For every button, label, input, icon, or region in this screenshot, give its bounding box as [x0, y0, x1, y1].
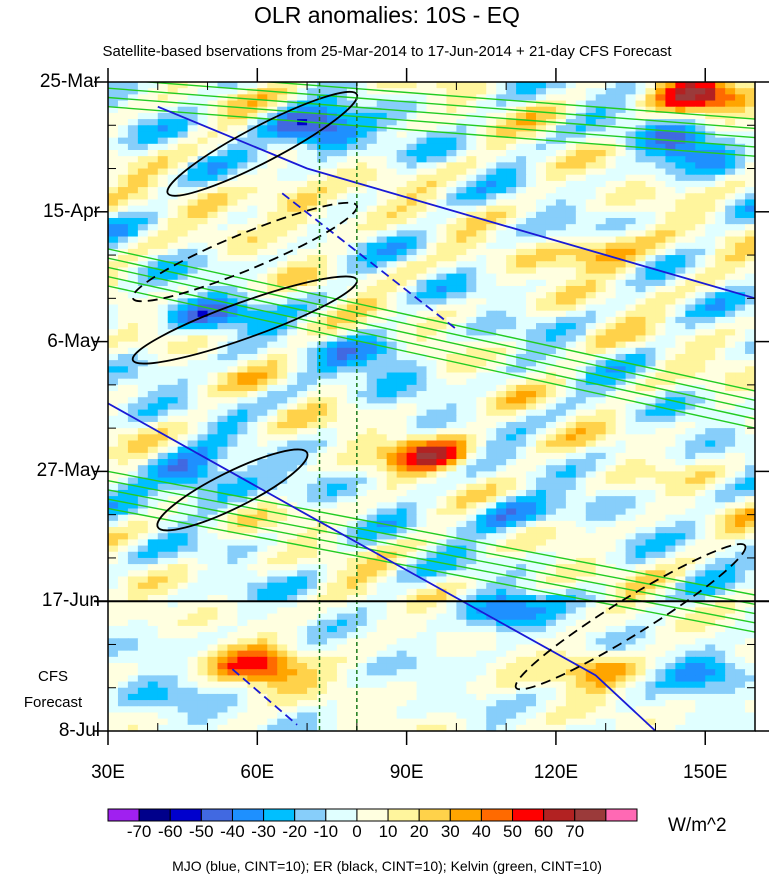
- x-tick-label: 150E: [683, 762, 728, 783]
- colorbar-level-label: 50: [503, 822, 522, 841]
- y-tick-label: 6-May: [47, 330, 100, 352]
- mjo-contour-3: [281, 192, 457, 330]
- colorbar-level-label: 70: [565, 822, 585, 841]
- mjo-contour-0: [157, 105, 755, 300]
- kelvin-contour-0-3: [108, 96, 755, 148]
- er-contour-3: [131, 201, 358, 303]
- kelvin-contour-0-4: [108, 106, 755, 157]
- colorbar-swatch: [543, 808, 576, 822]
- kelvin-contour-2-4: [108, 507, 755, 633]
- colorbar-level-label: 0: [352, 822, 362, 841]
- kelvin-contour-2-0: [108, 470, 755, 596]
- colorbar-level-label: -40: [220, 822, 245, 841]
- x-tick-label: 120E: [533, 762, 579, 783]
- colorbar-units: W/m^2: [668, 815, 727, 836]
- kelvin-contour-1-2: [108, 266, 755, 411]
- colorbar-swatch: [480, 808, 514, 822]
- colorbar-level-label: 30: [440, 822, 460, 841]
- mjo-contour-1: [108, 402, 657, 731]
- colorbar-level-label: 60: [534, 822, 554, 841]
- colorbar-swatch: [231, 808, 265, 822]
- x-tick-label: 30E: [91, 762, 125, 783]
- colorbar-swatch: [418, 808, 451, 822]
- contour-legend-footer: MJO (blue, CINT=10); ER (black, CINT=10)…: [172, 858, 602, 874]
- y-tick-label: 15-Apr: [42, 200, 100, 222]
- kelvin-contour-0-2: [108, 87, 755, 139]
- colorbar-swatch: [325, 808, 358, 822]
- x-tick-label: 60E: [240, 762, 275, 783]
- forecast-label-line2: Forecast: [23, 694, 83, 711]
- plot-frame: [107, 81, 756, 732]
- colorbar-level-label: -70: [126, 822, 152, 841]
- kelvin-contour-0-0: [260, 82, 755, 120]
- kelvin-contour-2-2: [108, 489, 755, 615]
- chart-title: OLR anomalies: 10S - EQ: [254, 2, 520, 28]
- er-contour-0: [166, 90, 359, 197]
- colorbar-level-label: 20: [409, 822, 429, 841]
- colorbar-swatch: [169, 808, 202, 822]
- kelvin-contour-1-3: [108, 276, 755, 420]
- colorbar-swatch: [356, 808, 389, 822]
- x-tick-label: 90E: [389, 762, 424, 783]
- colorbar-level-label: 40: [471, 822, 491, 841]
- kelvin-contour-1-0: [108, 248, 755, 392]
- colorbar-level-label: -50: [189, 822, 214, 841]
- y-tick-label: 8-Jul: [58, 720, 100, 741]
- colorbar-swatch: [138, 808, 171, 822]
- forecast-label-line1: CFS: [38, 668, 68, 685]
- colorbar-level-label: -30: [251, 822, 276, 841]
- hovmoller-plot: [94, 68, 769, 745]
- colorbar-swatch: [387, 808, 420, 822]
- colorbar-level-label: 10: [378, 822, 398, 841]
- colorbar-swatch: [512, 808, 545, 822]
- chart-subtitle: Satellite-based bservations from 25-Mar-…: [102, 43, 672, 60]
- y-tick-label: 17-Jun: [41, 590, 100, 612]
- colorbar-swatch: [107, 808, 140, 822]
- colorbar-level-label: -10: [313, 822, 339, 841]
- colorbar-swatch: [263, 808, 296, 822]
- colorbar-swatch: [294, 808, 327, 822]
- colorbar-swatch: [605, 808, 638, 822]
- y-tick-label: 25-Mar: [39, 71, 100, 92]
- colorbar-swatch: [574, 808, 607, 822]
- kelvin-contour-1-4: [108, 285, 755, 429]
- kelvin-contour-2-1: [108, 480, 755, 605]
- y-tick-label: 27-May: [36, 460, 100, 482]
- colorbar-level-label: -20: [282, 822, 307, 841]
- colorbar-level-label: -60: [157, 822, 183, 841]
- er-contour-4: [514, 543, 747, 691]
- colorbar-swatch: [200, 808, 233, 822]
- er-contour-2: [156, 448, 309, 532]
- mjo-contour-2: [231, 668, 298, 726]
- colorbar-swatch: [449, 808, 482, 822]
- kelvin-contour-0-1: [139, 82, 755, 130]
